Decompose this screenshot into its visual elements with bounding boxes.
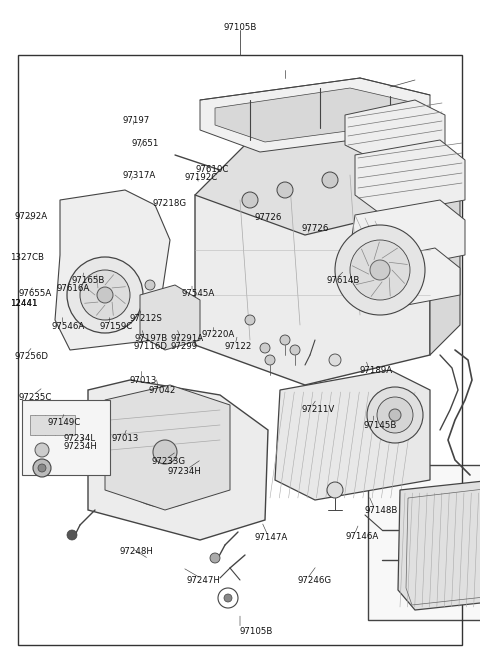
Text: 97248H: 97248H	[119, 546, 153, 556]
Circle shape	[80, 270, 130, 320]
Circle shape	[145, 280, 155, 290]
Bar	[30, 415, 75, 435]
Text: 97197: 97197	[122, 115, 150, 125]
Polygon shape	[215, 88, 415, 142]
Text: 97247H: 97247H	[186, 576, 220, 585]
Text: 97013: 97013	[130, 376, 157, 385]
Text: 97234H: 97234H	[64, 441, 98, 451]
Circle shape	[335, 225, 425, 315]
Polygon shape	[140, 285, 200, 350]
Circle shape	[110, 397, 220, 507]
Circle shape	[322, 172, 338, 188]
Text: 97148B: 97148B	[365, 506, 398, 515]
Text: 97726: 97726	[301, 224, 329, 233]
Polygon shape	[55, 190, 170, 350]
Text: 97013: 97013	[111, 434, 139, 443]
Text: 97234H: 97234H	[167, 466, 201, 476]
Polygon shape	[355, 140, 465, 215]
Circle shape	[67, 530, 77, 540]
Circle shape	[265, 355, 275, 365]
Circle shape	[280, 335, 290, 345]
Text: 97189A: 97189A	[359, 366, 392, 375]
Polygon shape	[88, 380, 268, 540]
Text: 97218G: 97218G	[153, 199, 187, 208]
Text: 97122: 97122	[225, 342, 252, 351]
Circle shape	[242, 192, 258, 208]
Circle shape	[327, 482, 343, 498]
Circle shape	[97, 287, 113, 303]
Text: 97726: 97726	[254, 213, 282, 222]
Text: 97149C: 97149C	[48, 418, 81, 427]
Text: 97220A: 97220A	[202, 330, 235, 339]
Text: 97234L: 97234L	[64, 434, 96, 443]
Polygon shape	[195, 115, 430, 235]
Text: 97192C: 97192C	[185, 173, 218, 182]
Text: 97256D: 97256D	[14, 352, 48, 361]
Text: 97147A: 97147A	[254, 533, 288, 543]
Text: 97197B: 97197B	[134, 334, 168, 343]
Circle shape	[329, 354, 341, 366]
Text: 97299: 97299	[170, 342, 198, 351]
Text: 97105B: 97105B	[223, 24, 257, 33]
Text: 97614B: 97614B	[326, 276, 360, 285]
Circle shape	[260, 343, 270, 353]
Text: 97292A: 97292A	[14, 212, 48, 221]
Polygon shape	[345, 100, 445, 160]
Polygon shape	[195, 165, 430, 385]
Text: 97145B: 97145B	[364, 420, 397, 430]
Text: 12441: 12441	[10, 298, 37, 308]
Polygon shape	[398, 475, 480, 610]
Text: 97146A: 97146A	[346, 532, 379, 541]
Text: 12441: 12441	[10, 298, 37, 308]
Text: 97291A: 97291A	[170, 334, 204, 343]
Polygon shape	[200, 78, 430, 152]
Circle shape	[224, 594, 232, 602]
Text: 97651: 97651	[132, 138, 159, 148]
Circle shape	[370, 260, 390, 280]
Text: 97211V: 97211V	[301, 405, 335, 414]
Text: 97317A: 97317A	[122, 171, 156, 180]
Circle shape	[377, 397, 413, 433]
Circle shape	[389, 409, 401, 421]
Text: 97235C: 97235C	[18, 393, 52, 402]
Text: 97616A: 97616A	[57, 284, 90, 293]
Circle shape	[210, 553, 220, 563]
Polygon shape	[275, 370, 430, 500]
Circle shape	[277, 182, 293, 198]
Circle shape	[367, 387, 423, 443]
Text: 97546A: 97546A	[52, 322, 85, 331]
Polygon shape	[345, 248, 460, 312]
Circle shape	[245, 315, 255, 325]
Text: 97159C: 97159C	[100, 322, 133, 331]
Text: 97105B: 97105B	[240, 626, 274, 636]
Text: 97246G: 97246G	[298, 576, 332, 585]
Text: 97233G: 97233G	[151, 457, 185, 466]
Text: 97165B: 97165B	[71, 276, 105, 285]
Polygon shape	[105, 385, 230, 510]
Circle shape	[67, 257, 143, 333]
Text: 97116D: 97116D	[133, 342, 168, 351]
Text: 97212S: 97212S	[130, 314, 162, 323]
Polygon shape	[350, 200, 465, 272]
Text: 97545A: 97545A	[181, 289, 215, 298]
Text: 97655A: 97655A	[18, 289, 51, 298]
Text: 97042: 97042	[149, 386, 176, 395]
Circle shape	[35, 443, 49, 457]
Text: 97610C: 97610C	[196, 165, 229, 174]
Circle shape	[33, 459, 51, 477]
Circle shape	[350, 240, 410, 300]
Circle shape	[127, 414, 203, 490]
Circle shape	[153, 440, 177, 464]
Bar	[368, 465, 480, 620]
Bar	[22, 400, 110, 475]
Polygon shape	[430, 155, 460, 355]
Circle shape	[38, 464, 46, 472]
Text: 1327CB: 1327CB	[10, 253, 44, 262]
Bar	[18, 55, 462, 645]
Circle shape	[290, 345, 300, 355]
